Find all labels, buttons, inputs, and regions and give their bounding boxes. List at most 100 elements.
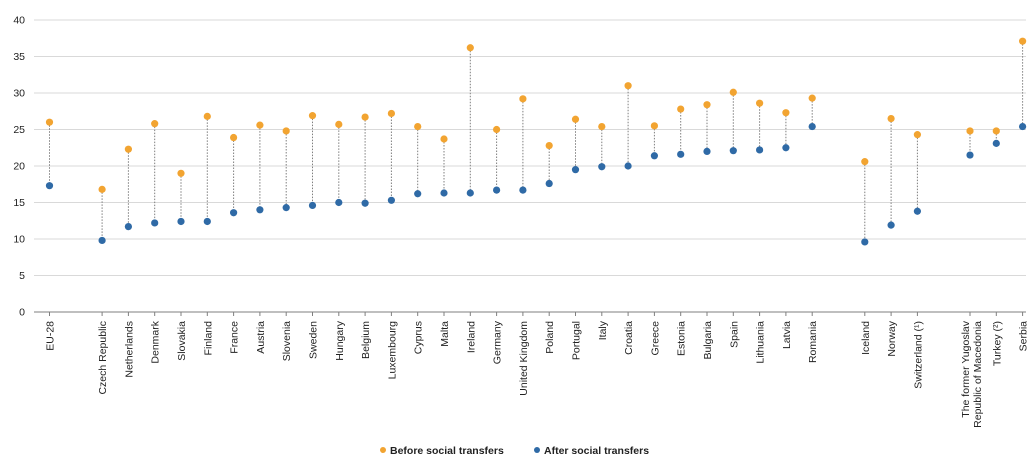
point-before-social-transfers bbox=[808, 94, 816, 102]
point-before-social-transfers bbox=[335, 120, 343, 128]
point-before-social-transfers bbox=[729, 88, 737, 96]
point-after-social-transfers bbox=[493, 186, 501, 194]
point-after-social-transfers bbox=[151, 219, 159, 227]
point-before-social-transfers bbox=[913, 131, 922, 139]
x-tick-label: Serbia bbox=[1018, 321, 1029, 352]
point-before-social-transfers bbox=[861, 158, 869, 166]
point-before-social-transfers bbox=[519, 95, 527, 103]
point-after-social-transfers bbox=[1019, 122, 1027, 131]
x-tick-label: Finland bbox=[202, 321, 214, 356]
x-tick-label: Belgium bbox=[360, 321, 372, 359]
point-after-social-transfers bbox=[256, 206, 264, 214]
point-after-social-transfers bbox=[203, 217, 211, 226]
x-tick-label: United Kingdom bbox=[518, 321, 530, 396]
point-before-social-transfers bbox=[45, 118, 54, 126]
x-tick-label: Latvia bbox=[781, 321, 793, 349]
x-tick-label: Portugal bbox=[571, 321, 583, 360]
point-after-social-transfers bbox=[729, 147, 737, 155]
legend-marker-after bbox=[534, 447, 540, 453]
legend: Before social transfers After social tra… bbox=[380, 445, 649, 457]
point-before-social-transfers bbox=[414, 122, 422, 131]
point-before-social-transfers bbox=[887, 114, 895, 123]
point-before-social-transfers bbox=[361, 113, 369, 121]
x-tick-label: Denmark bbox=[150, 320, 162, 363]
point-before-social-transfers bbox=[98, 185, 106, 193]
point-before-social-transfers bbox=[203, 112, 211, 120]
point-after-social-transfers bbox=[913, 207, 922, 215]
point-after-social-transfers bbox=[782, 144, 790, 152]
x-tick-label: Estonia bbox=[676, 321, 688, 356]
point-after-social-transfers bbox=[519, 186, 527, 194]
point-before-social-transfers bbox=[992, 127, 1000, 135]
point-after-social-transfers bbox=[624, 162, 632, 170]
point-after-social-transfers bbox=[124, 222, 132, 231]
point-before-social-transfers bbox=[1019, 37, 1027, 45]
x-tick-label: Iceland bbox=[860, 321, 872, 355]
point-before-social-transfers bbox=[677, 105, 685, 113]
point-before-social-transfers bbox=[493, 125, 501, 134]
x-tick-label: Switzerland (¹) bbox=[912, 321, 924, 389]
point-after-social-transfers bbox=[282, 204, 290, 212]
point-after-social-transfers bbox=[756, 146, 764, 154]
x-tick-label: Czech Republic bbox=[97, 321, 109, 395]
y-tick-label: 10 bbox=[13, 234, 25, 246]
x-tick-label: Ireland bbox=[465, 321, 477, 353]
x-tick-label: Austria bbox=[255, 321, 267, 354]
point-before-social-transfers bbox=[387, 109, 395, 118]
point-before-social-transfers bbox=[756, 99, 764, 107]
point-before-social-transfers bbox=[782, 109, 790, 117]
x-tick-label: Netherlands bbox=[123, 321, 135, 378]
x-tick-label: Italy bbox=[597, 320, 609, 340]
point-after-social-transfers bbox=[677, 150, 685, 158]
point-before-social-transfers bbox=[230, 133, 238, 142]
point-after-social-transfers bbox=[966, 151, 974, 159]
x-tick-label: Turkey (²) bbox=[991, 321, 1003, 366]
x-tick-label: Norway bbox=[886, 320, 898, 356]
point-after-social-transfers bbox=[887, 221, 895, 229]
legend-marker-before bbox=[380, 447, 386, 453]
y-tick-label: 40 bbox=[13, 15, 25, 27]
point-before-social-transfers bbox=[177, 169, 185, 177]
point-before-social-transfers bbox=[650, 122, 659, 130]
point-before-social-transfers bbox=[308, 112, 317, 120]
point-before-social-transfers bbox=[440, 135, 448, 143]
point-before-social-transfers bbox=[466, 44, 474, 52]
x-tick-label: The former YugoslavRepublic of Macedonia bbox=[960, 320, 984, 428]
point-after-social-transfers bbox=[177, 217, 185, 226]
point-after-social-transfers bbox=[466, 189, 474, 197]
point-after-social-transfers bbox=[992, 139, 1000, 147]
y-tick-label: 35 bbox=[13, 51, 25, 63]
point-after-social-transfers bbox=[361, 199, 369, 207]
x-tick-label: EU-28 bbox=[45, 321, 57, 351]
y-tick-label: 25 bbox=[13, 124, 25, 136]
point-after-social-transfers bbox=[414, 190, 422, 198]
point-after-social-transfers bbox=[650, 152, 659, 160]
point-before-social-transfers bbox=[282, 127, 290, 135]
x-tick-label: Luxembourg bbox=[386, 321, 398, 380]
point-after-social-transfers bbox=[703, 147, 711, 155]
x-tick-label: Croatia bbox=[623, 321, 635, 355]
x-tick-label: Romania bbox=[807, 321, 819, 363]
x-tick-label: Slovakia bbox=[176, 321, 188, 361]
point-before-social-transfers bbox=[571, 115, 580, 123]
point-after-social-transfers bbox=[598, 163, 606, 171]
point-before-social-transfers bbox=[256, 121, 264, 129]
y-tick-label: 15 bbox=[13, 197, 25, 209]
x-tick-label: Greece bbox=[649, 321, 661, 356]
x-tick-label: Poland bbox=[544, 321, 556, 354]
data-points bbox=[45, 37, 1027, 246]
point-after-social-transfers bbox=[308, 201, 317, 210]
point-before-social-transfers bbox=[151, 120, 159, 128]
point-after-social-transfers bbox=[808, 122, 816, 131]
legend-label-after: After social transfers bbox=[544, 445, 649, 457]
point-after-social-transfers bbox=[335, 198, 343, 207]
point-before-social-transfers bbox=[703, 101, 711, 109]
point-before-social-transfers bbox=[966, 127, 974, 135]
x-tick-label: Hungary bbox=[334, 320, 346, 360]
point-after-social-transfers bbox=[571, 166, 580, 174]
x-tick-label: Bulgaria bbox=[702, 321, 714, 360]
range-connectors bbox=[49, 41, 1024, 242]
y-tick-label: 5 bbox=[19, 270, 25, 282]
gridlines bbox=[34, 19, 1026, 313]
